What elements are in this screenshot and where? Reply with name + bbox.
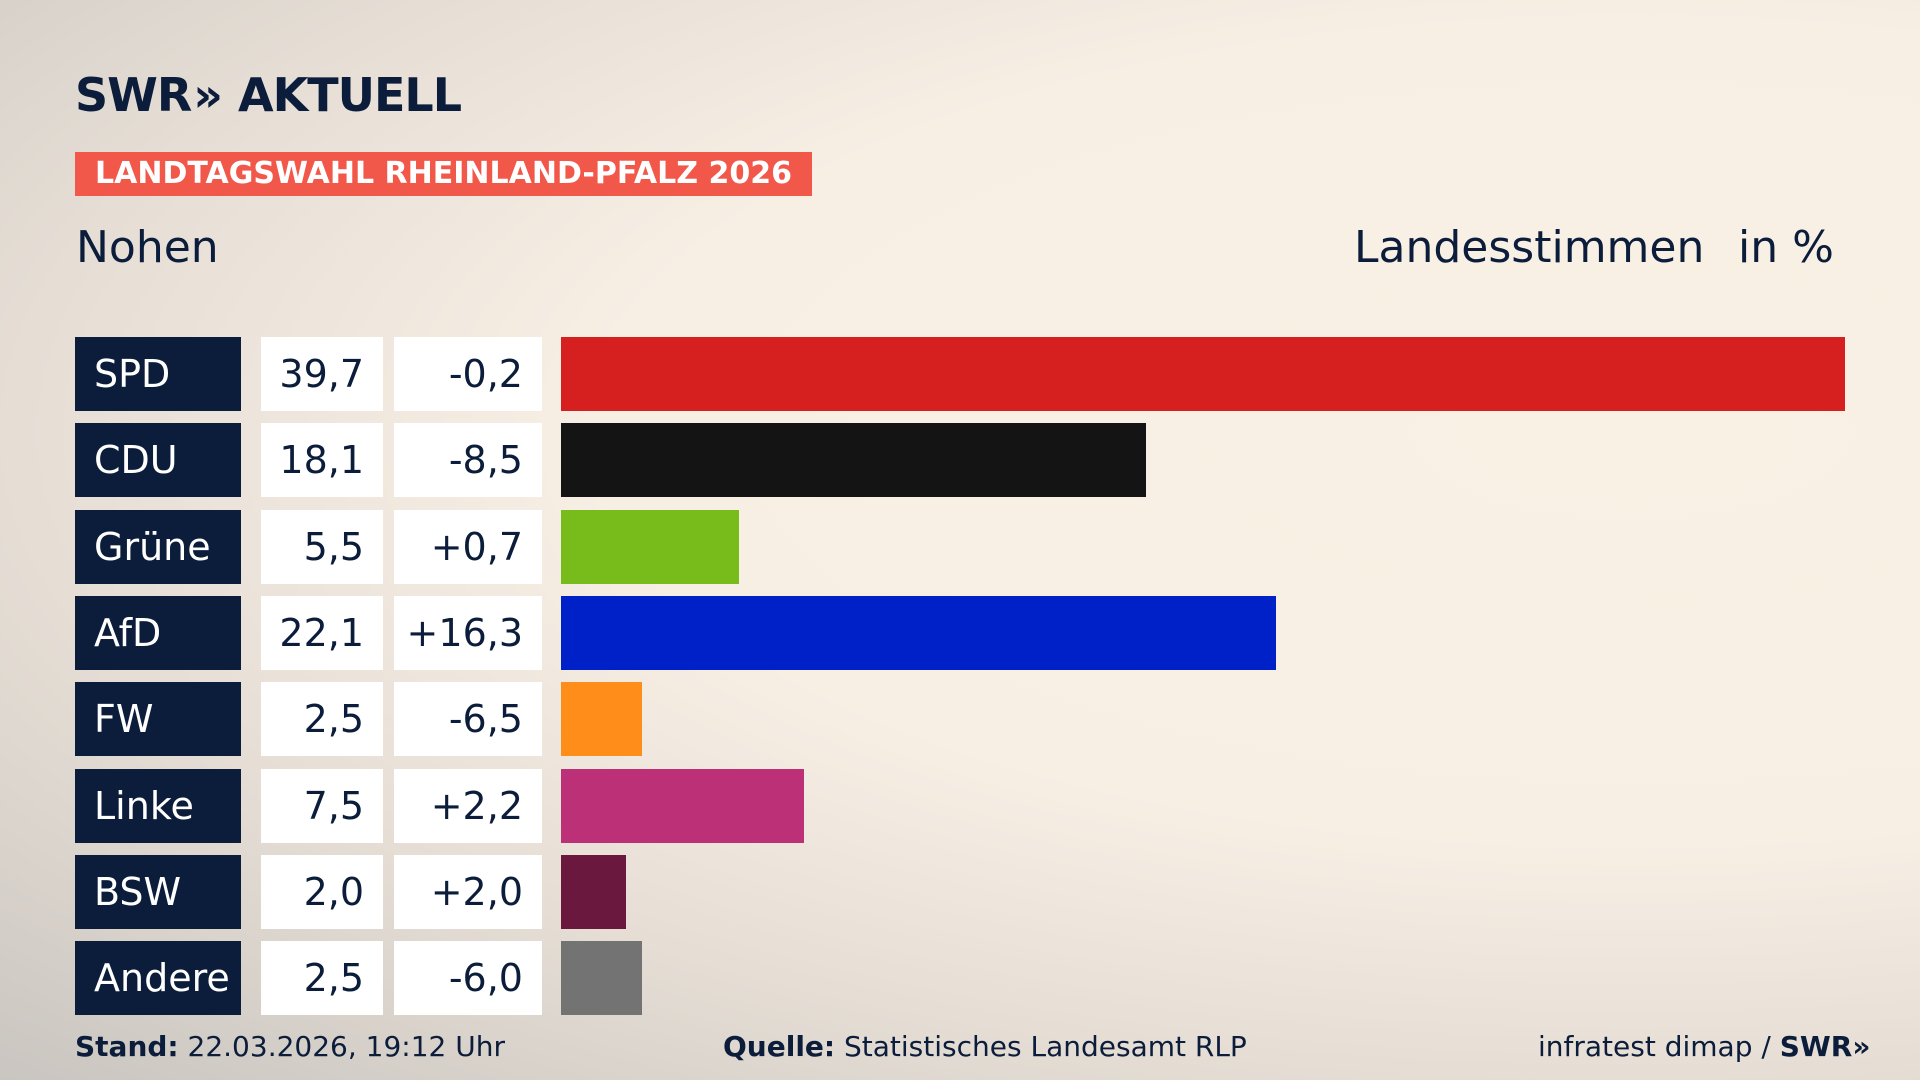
value-label: 5,5 <box>261 509 383 584</box>
measure-label: Landesstimmen <box>1354 222 1705 273</box>
credit-text: infratest dimap / <box>1538 1030 1771 1063</box>
diff-label: +0,7 <box>394 509 542 584</box>
result-row: CDU 18,1 -8,5 <box>75 423 1875 498</box>
credit-swr-logo: SWR» <box>1779 1030 1871 1063</box>
logo-chevrons-icon: » <box>193 68 223 122</box>
party-label: Andere <box>75 941 241 1016</box>
diff-label: -6,0 <box>394 941 542 1016</box>
party-label: Linke <box>75 768 241 843</box>
credit: infratest dimap / SWR» <box>1538 1030 1870 1063</box>
party-label: SPD <box>75 337 241 411</box>
value-label: 2,0 <box>261 854 383 929</box>
bar-bsw <box>561 854 626 929</box>
bar-afd <box>561 595 1276 670</box>
diff-label: -8,5 <box>394 423 542 498</box>
diff-label: +16,3 <box>394 595 542 670</box>
value-label: 7,5 <box>261 768 383 843</box>
place-title: Nohen <box>76 222 219 273</box>
diff-label: +2,2 <box>394 768 542 843</box>
result-row: FW 2,5 -6,5 <box>75 682 1875 757</box>
bar-gruene <box>561 509 739 584</box>
result-row: Linke 7,5 +2,2 <box>75 768 1875 843</box>
diff-label: -6,5 <box>394 682 542 757</box>
value-label: 22,1 <box>261 595 383 670</box>
value-label: 39,7 <box>261 337 383 411</box>
value-label: 2,5 <box>261 682 383 757</box>
stand-value: 22.03.2026, 19:12 Uhr <box>187 1030 505 1063</box>
result-row: Andere 2,5 -6,0 <box>75 941 1875 1016</box>
election-badge: LANDTAGSWAHL RHEINLAND-PFALZ 2026 <box>75 152 812 196</box>
stand-label: Stand: <box>75 1030 179 1063</box>
result-row: SPD 39,7 -0,2 <box>75 337 1875 411</box>
quelle-label: Quelle: <box>723 1030 836 1063</box>
unit-label: in % <box>1738 222 1834 273</box>
quelle-value: Statistisches Landesamt RLP <box>844 1030 1247 1063</box>
bar-andere <box>561 941 642 1016</box>
bar-cdu <box>561 423 1147 498</box>
party-label: CDU <box>75 423 241 498</box>
party-label: FW <box>75 682 241 757</box>
bar-linke <box>561 768 804 843</box>
diff-label: -0,2 <box>394 337 542 411</box>
bar-fw <box>561 682 642 757</box>
party-label: Grüne <box>75 509 241 584</box>
party-label: AfD <box>75 595 241 670</box>
swr-aktuell-logo: SWR » AKTUELL <box>75 68 462 122</box>
logo-aktuell: AKTUELL <box>238 68 462 122</box>
result-row: Grüne 5,5 +0,7 <box>75 509 1875 584</box>
logo-swr: SWR <box>75 68 192 122</box>
quelle: Quelle: Statistisches Landesamt RLP <box>723 1030 1247 1063</box>
result-row: AfD 22,1 +16,3 <box>75 595 1875 670</box>
diff-label: +2,0 <box>394 854 542 929</box>
value-label: 2,5 <box>261 941 383 1016</box>
result-row: BSW 2,0 +2,0 <box>75 854 1875 929</box>
value-label: 18,1 <box>261 423 383 498</box>
stand: Stand: 22.03.2026, 19:12 Uhr <box>75 1030 505 1063</box>
bar-spd <box>561 337 1845 411</box>
party-label: BSW <box>75 854 241 929</box>
